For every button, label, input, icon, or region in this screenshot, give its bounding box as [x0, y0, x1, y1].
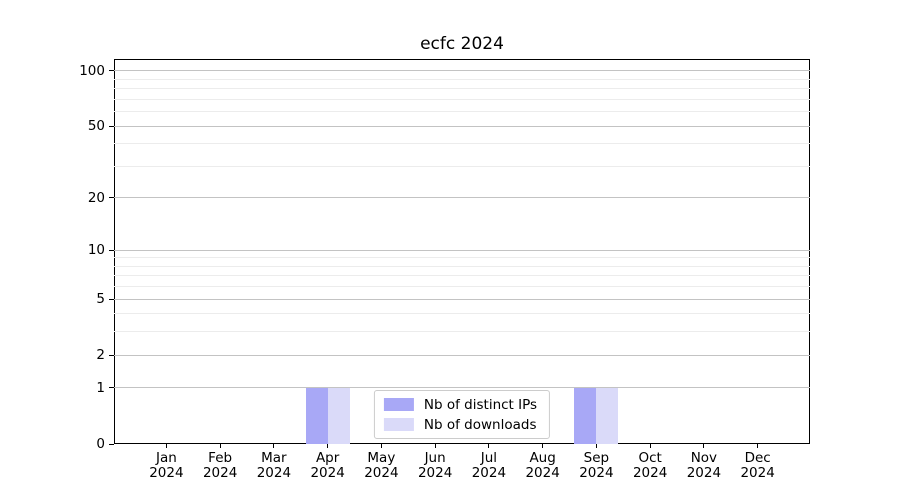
bar-distinct-ips [305, 387, 328, 444]
legend-item: Nb of downloads [383, 416, 537, 433]
minor-gridline [114, 78, 810, 80]
x-tick-label: Jul 2024 [471, 450, 507, 482]
major-gridline [114, 354, 810, 356]
x-tick [757, 444, 759, 448]
x-tick-label: May 2024 [364, 450, 399, 482]
y-tick-label: 20 [87, 189, 105, 206]
y-tick [109, 197, 114, 199]
x-tick-label: Mar 2024 [256, 450, 292, 482]
x-tick [434, 444, 436, 448]
x-tick-label: Feb 2024 [202, 450, 238, 482]
x-tick [380, 444, 382, 448]
minor-gridline [114, 88, 810, 90]
minor-gridline [114, 143, 810, 145]
x-tick [273, 444, 275, 448]
major-gridline [114, 70, 810, 72]
minor-gridline [114, 265, 810, 267]
legend-swatch-downloads [383, 418, 414, 431]
legend-item: Nb of distinct IPs [383, 396, 538, 413]
chart-title: ecfc 2024 [420, 34, 504, 54]
x-tick [703, 444, 705, 448]
y-tick-label: 50 [87, 118, 105, 135]
bar-downloads [327, 387, 350, 444]
minor-gridline [114, 165, 810, 167]
legend: Nb of distinct IPs Nb of downloads [373, 390, 551, 439]
y-tick [109, 387, 114, 389]
y-tick [109, 354, 114, 356]
legend-label: Nb of downloads [423, 416, 537, 433]
x-tick [488, 444, 490, 448]
y-tick-label: 5 [96, 291, 105, 308]
bar-distinct-ips [574, 387, 597, 444]
minor-gridline [114, 257, 810, 259]
x-tick [542, 444, 544, 448]
minor-gridline [114, 111, 810, 113]
y-tick [109, 298, 114, 300]
x-tick-label: Aug 2024 [525, 450, 560, 482]
x-tick-label: Apr 2024 [310, 450, 345, 482]
major-gridline [114, 197, 810, 199]
x-tick-label: Oct 2024 [632, 450, 668, 482]
minor-gridline [114, 98, 810, 100]
major-gridline [114, 249, 810, 251]
y-tick-label: 10 [87, 242, 105, 259]
x-tick-label: Sep 2024 [579, 450, 614, 482]
x-tick [165, 444, 167, 448]
x-tick-label: Nov 2024 [686, 450, 722, 482]
x-tick-label: Jan 2024 [149, 450, 184, 482]
y-tick [109, 70, 114, 72]
legend-label: Nb of distinct IPs [423, 396, 538, 413]
major-gridline [114, 387, 810, 389]
bar-downloads [596, 387, 619, 444]
minor-gridline [114, 275, 810, 277]
x-tick [327, 444, 329, 448]
minor-gridline [114, 313, 810, 315]
x-tick-label: Dec 2024 [740, 450, 775, 482]
y-tick-label: 100 [79, 62, 105, 79]
y-tick [109, 443, 114, 445]
major-gridline [114, 125, 810, 127]
x-tick [595, 444, 597, 448]
y-tick-label: 2 [96, 347, 105, 364]
minor-gridline [114, 331, 810, 333]
major-gridline [114, 298, 810, 300]
legend-swatch-distinct-ips [383, 398, 414, 411]
x-tick [219, 444, 221, 448]
plot-area: 0 1 2 5 10 20 50 100 Jan 2024 Feb 2024 Mar 2024 Apr… [79, 59, 810, 481]
y-tick-label: 1 [96, 379, 105, 396]
x-tick-label: Jun 2024 [417, 450, 453, 482]
y-tick [109, 249, 114, 251]
y-tick-label: 0 [96, 436, 105, 452]
minor-gridline [114, 286, 810, 288]
x-tick [649, 444, 651, 448]
y-tick [109, 125, 114, 127]
